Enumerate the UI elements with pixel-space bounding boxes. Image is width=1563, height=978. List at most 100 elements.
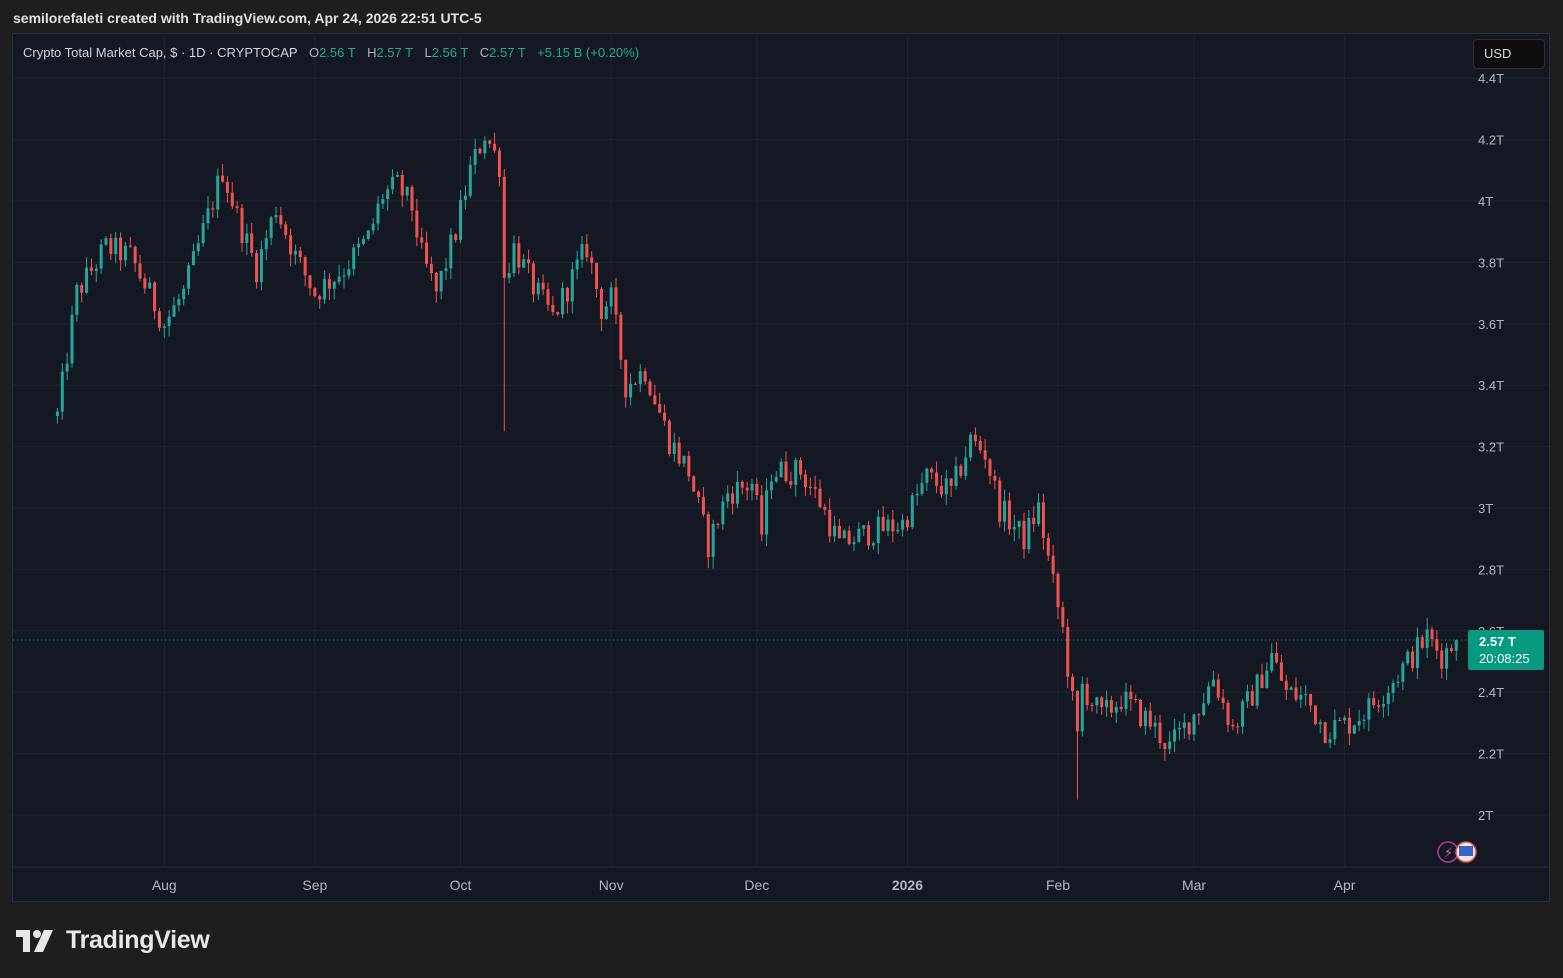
candle-body [663, 412, 667, 421]
x-tick-label: Mar [1182, 877, 1206, 893]
candle-body [672, 442, 676, 454]
y-tick-label: 2T [1478, 808, 1493, 823]
candle-body [1435, 639, 1439, 651]
candle-body [774, 476, 778, 482]
candle-body [109, 238, 113, 254]
candle-body [133, 246, 137, 264]
candle-body [1168, 741, 1172, 749]
candle-body [944, 478, 948, 495]
candle-body [1279, 662, 1283, 681]
tradingview-logo-icon [16, 929, 53, 952]
candle-body [439, 270, 443, 292]
candle-body [245, 233, 249, 243]
candle-body [177, 299, 181, 306]
candle-body [740, 481, 744, 488]
candle-body [1231, 724, 1235, 727]
candle-body [1022, 520, 1026, 550]
candle-body [347, 269, 351, 276]
candle-body [162, 326, 166, 328]
candle-body [444, 268, 448, 271]
candle-body [677, 442, 681, 464]
x-tick-label: Sep [302, 877, 327, 893]
y-tick-label: 2.4T [1478, 685, 1504, 700]
candle-body [1032, 517, 1036, 525]
candle-body [701, 496, 705, 515]
candle-body [862, 525, 866, 529]
candle-body [1105, 700, 1109, 708]
candle-body [1027, 517, 1031, 550]
candle-body [1143, 710, 1147, 727]
candle-body [842, 530, 846, 539]
candle-body [488, 140, 492, 144]
candle-body [264, 238, 268, 250]
candle-body [667, 420, 671, 454]
candle-body [206, 208, 210, 224]
candle-body [1158, 722, 1162, 744]
y-tick-label: 2.2T [1478, 747, 1504, 762]
candle-body [1003, 500, 1007, 522]
candle-body [1090, 705, 1094, 707]
candle-body [973, 434, 977, 441]
candle-body [284, 224, 288, 236]
candle-body [308, 275, 312, 289]
candle-body [852, 542, 856, 545]
candle-body [1294, 687, 1298, 700]
candle-body [1430, 629, 1434, 640]
bar-countdown: 20:08:25 [1479, 651, 1530, 666]
candle-body [910, 495, 914, 528]
candle-body [463, 195, 467, 200]
candle-body [823, 506, 827, 510]
candle-body [366, 230, 370, 239]
candle-body [531, 263, 535, 295]
candle-body [434, 272, 438, 292]
candle-body [803, 474, 807, 487]
candle-body [250, 233, 254, 253]
candle-body [561, 287, 565, 315]
candle-body [760, 495, 764, 535]
candle-body [196, 243, 200, 252]
candle-body [1381, 703, 1385, 707]
candle-body [1173, 729, 1177, 742]
candle-body [65, 363, 69, 372]
candle-body [1197, 714, 1201, 716]
low-label: L [424, 45, 432, 60]
candle-body [391, 176, 395, 190]
candle-body [896, 529, 900, 532]
candle-body [386, 189, 390, 200]
candle-body [357, 243, 361, 248]
candle-body [269, 217, 273, 239]
candle-body [376, 203, 380, 224]
candle-body [624, 359, 628, 398]
x-tick-label: Nov [599, 877, 624, 893]
candle-body [80, 284, 84, 293]
brand-name: TradingView [66, 926, 210, 954]
candle-body [833, 525, 837, 537]
change-value: +5.15 B (+0.20%) [537, 45, 640, 60]
candle-body [546, 289, 550, 305]
candle-body [221, 175, 225, 182]
candle-body [1139, 700, 1143, 727]
candle-body [1318, 722, 1322, 725]
candle-body [988, 459, 992, 476]
candle-body [794, 460, 798, 485]
candle-body [1017, 520, 1021, 527]
candle-body [289, 235, 293, 255]
candle-body [1245, 691, 1249, 702]
candle-body [954, 465, 958, 486]
candle-body [201, 223, 205, 244]
candle-body [1386, 692, 1390, 704]
x-tick-label: Oct [450, 877, 472, 893]
candle-body [1241, 701, 1245, 727]
symbol-title[interactable]: Crypto Total Market Cap, $ · 1D · CRYPTO… [23, 45, 298, 60]
candle-body [60, 371, 64, 412]
candle-body [522, 259, 526, 268]
candle-body [157, 311, 161, 328]
y-tick-label: 3.2T [1478, 440, 1504, 455]
candle-body [556, 312, 560, 315]
currency-button[interactable]: USD [1473, 39, 1545, 69]
candle-body [143, 278, 147, 289]
candle-body [298, 250, 302, 258]
candle-body [1347, 717, 1351, 734]
candle-body [726, 493, 730, 502]
